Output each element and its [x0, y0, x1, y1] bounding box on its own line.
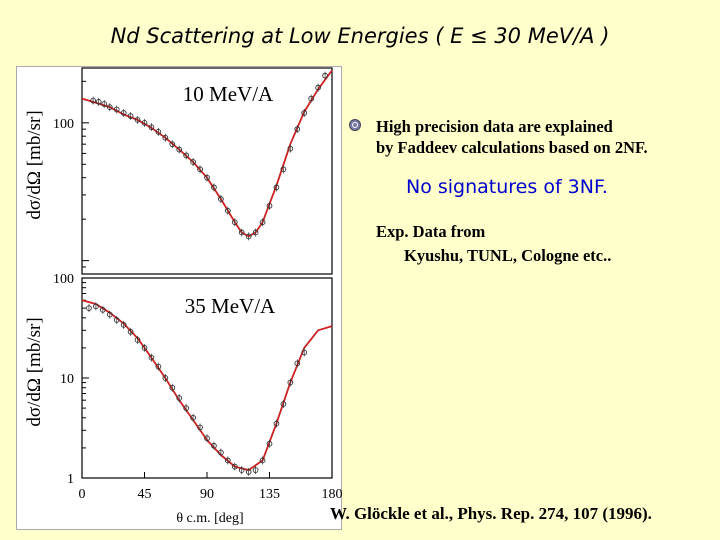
- data-point: [95, 97, 102, 106]
- data-point: [287, 144, 294, 153]
- x-axis-label: θ c.m. [deg]: [176, 511, 243, 526]
- target-bullet-icon: [349, 119, 361, 131]
- y-axis-label: dσ/dΩ [mb/sr]: [24, 110, 45, 219]
- data-point: [86, 304, 92, 313]
- y-tick-label: 1: [67, 472, 74, 487]
- data-point: [294, 359, 301, 368]
- data-point: [308, 94, 315, 103]
- data-point: [238, 228, 245, 237]
- data-point: [245, 467, 252, 476]
- data-point: [148, 123, 155, 132]
- slide-title: Nd Scattering at Low Energies ( E ≤ 30 M…: [110, 24, 610, 48]
- data-point: [211, 183, 217, 192]
- data-point: [231, 218, 238, 227]
- data-point: [231, 462, 238, 471]
- data-point: [155, 362, 162, 371]
- data-point: [176, 145, 183, 154]
- data-point: [148, 353, 155, 362]
- y-tick-label: 100: [53, 117, 74, 132]
- plot-frame: [81, 67, 333, 275]
- data-point: [176, 394, 183, 403]
- data-point: [141, 343, 148, 352]
- panel-2: 1 10 100 0 45 90 135 180 35 MeV/A dσ/dΩ [mb/sr] θ …: [24, 272, 343, 526]
- data-point: [106, 310, 113, 319]
- y-tick-label: 100: [53, 272, 74, 287]
- data-point: [224, 456, 231, 465]
- data-point: [183, 404, 190, 413]
- data-point: [294, 125, 301, 134]
- x-tick-label: 180: [322, 487, 343, 502]
- data-point: [197, 165, 203, 174]
- data-point: [204, 434, 210, 443]
- data-point: [252, 466, 259, 475]
- data-point: [266, 201, 273, 210]
- data-point: [90, 96, 96, 105]
- y-axis-label: dσ/dΩ [mb/sr]: [24, 317, 45, 426]
- data-point: [322, 71, 328, 80]
- data-point: [93, 302, 99, 311]
- panel-1: 100 10 MeV/A dσ/dΩ [mb/sr]: [24, 67, 333, 275]
- data-point: [162, 374, 169, 382]
- bullet-line-1: High precision data are explained: [376, 117, 613, 136]
- data-point: [127, 112, 134, 121]
- data-point: [106, 103, 113, 112]
- data-point: [280, 399, 287, 408]
- data-point: [120, 108, 127, 117]
- data-point: [101, 99, 108, 108]
- no-3nf-signature-text: No signatures of 3NF.: [406, 176, 608, 198]
- bullet-line-2: by Faddeev calculations based on 2NF.: [376, 138, 648, 157]
- plot-panel: [16, 66, 342, 530]
- data-point: [259, 456, 266, 465]
- panel-title: 35 MeV/A: [185, 294, 276, 318]
- data-point: [315, 83, 321, 92]
- data-point: [127, 327, 134, 336]
- data-point: [238, 466, 245, 475]
- data-point: [218, 448, 224, 457]
- data-point: [224, 206, 231, 215]
- data-point: [99, 305, 106, 314]
- data-point: [113, 105, 120, 114]
- y-tick-label: 10: [60, 372, 74, 387]
- data-point: [245, 232, 252, 241]
- data-point: [287, 378, 294, 387]
- data-point: [190, 157, 196, 166]
- x-tick-label: 45: [138, 487, 152, 502]
- data-point: [113, 316, 120, 325]
- data-point: [273, 183, 280, 192]
- data-point: [190, 413, 196, 422]
- data-point: [211, 441, 217, 450]
- data-point: [204, 173, 210, 182]
- data-point: [266, 439, 273, 448]
- x-tick-label: 135: [259, 487, 280, 502]
- citation: W. Glöckle et al., Phys. Rep. 274, 107 (…: [330, 504, 652, 523]
- data-point: [169, 140, 176, 149]
- x-tick-label: 0: [79, 487, 86, 502]
- data-point: [120, 320, 127, 329]
- data-point: [301, 108, 308, 117]
- data-point: [252, 228, 259, 237]
- data-point: [134, 335, 141, 344]
- data-point: [218, 195, 224, 204]
- faddeev-curve: [81, 299, 333, 472]
- panel-title: 10 MeV/A: [183, 82, 274, 106]
- exp-data-line-2: Kyushu, TUNL, Cologne etc..: [404, 246, 612, 265]
- x-tick-label: 90: [200, 487, 214, 502]
- data-point: [134, 115, 141, 124]
- data-point: [301, 348, 308, 357]
- exp-data-line-1: Exp. Data from: [376, 222, 486, 241]
- data-point: [197, 423, 203, 432]
- data-point: [183, 151, 190, 160]
- data-point: [273, 419, 280, 428]
- data-point: [259, 218, 266, 227]
- data-point: [169, 383, 176, 392]
- data-point: [162, 133, 169, 142]
- data-point: [141, 118, 148, 127]
- data-point: [280, 165, 287, 174]
- data-point: [155, 127, 162, 136]
